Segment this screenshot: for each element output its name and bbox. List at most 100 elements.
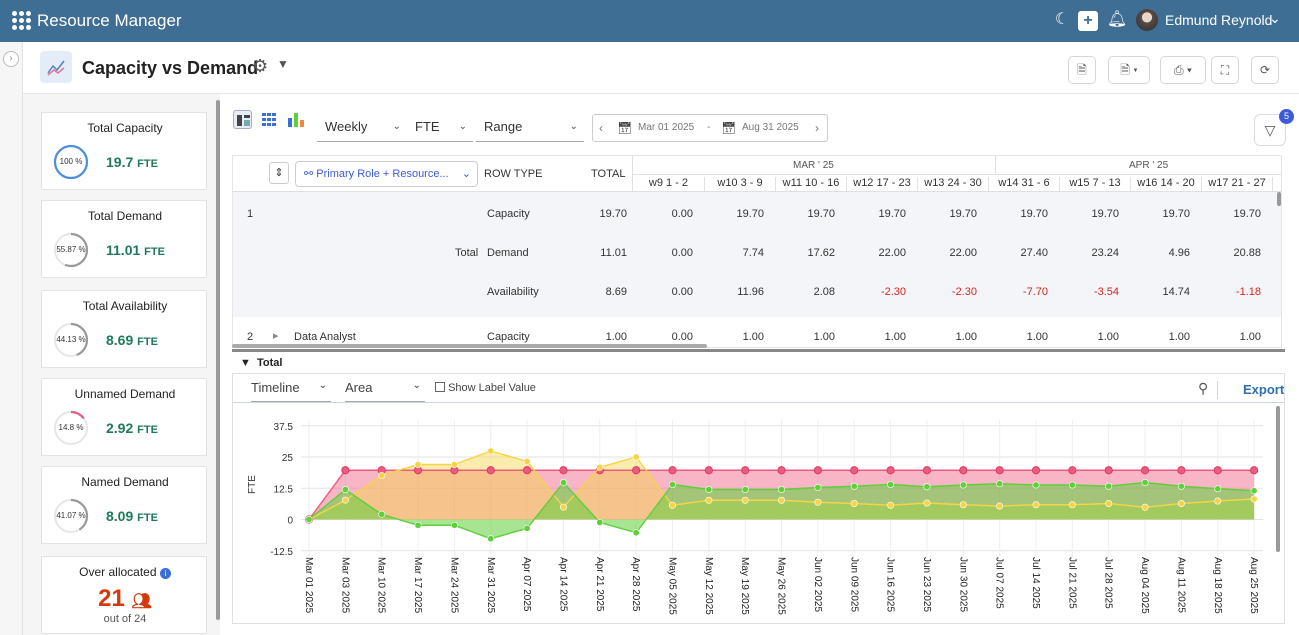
demand-point[interactable] [668, 501, 676, 509]
capacity-point[interactable] [1068, 466, 1077, 475]
availability-point[interactable] [596, 518, 604, 526]
grid-icon[interactable] [12, 11, 31, 30]
availability-point[interactable] [1105, 482, 1113, 490]
expand-row-icon[interactable]: ▸ [273, 330, 279, 342]
capacity-point[interactable] [704, 466, 713, 475]
availability-point[interactable] [1250, 487, 1258, 495]
fullscreen-button[interactable]: ⛶ [1211, 56, 1239, 84]
demand-point[interactable] [850, 500, 858, 508]
availability-point[interactable] [378, 510, 386, 518]
demand-point[interactable] [1214, 497, 1222, 505]
availability-point[interactable] [341, 486, 349, 494]
avatar[interactable] [1136, 9, 1158, 31]
capacity-point[interactable] [850, 466, 859, 475]
caret-down-icon[interactable]: ▼ [277, 57, 289, 71]
availability-point[interactable] [705, 486, 713, 494]
demand-point[interactable] [378, 471, 386, 479]
moon-icon[interactable]: ☾ [1054, 11, 1070, 28]
demand-point[interactable] [1032, 501, 1040, 509]
demand-point[interactable] [996, 502, 1004, 510]
availability-point[interactable] [450, 521, 458, 529]
capacity-point[interactable] [886, 466, 895, 475]
range-select[interactable]: Range ⌄ [476, 114, 584, 142]
capacity-point[interactable] [1213, 466, 1222, 475]
availability-point[interactable] [778, 486, 786, 494]
calendar-icon[interactable]: 📅︎ [617, 121, 633, 135]
date-to[interactable]: Aug 31 2025 [742, 122, 799, 133]
demand-point[interactable] [632, 453, 640, 461]
capacity-point[interactable] [341, 466, 350, 475]
capacity-point[interactable] [668, 466, 677, 475]
availability-point[interactable] [632, 529, 640, 537]
bar-chart-view-icon[interactable] [286, 110, 305, 129]
capacity-point[interactable] [1140, 466, 1150, 475]
date-from[interactable]: Mar 01 2025 [638, 122, 695, 133]
prev-arrow-icon[interactable]: ‹ [599, 121, 603, 135]
filter-button[interactable]: ▽ [1254, 114, 1286, 146]
availability-point[interactable] [487, 535, 495, 543]
export-button[interactable]: Export [1243, 382, 1285, 397]
chevron-down-icon[interactable]: ⌄ [1269, 10, 1281, 26]
availability-point[interactable] [1214, 485, 1222, 493]
demand-point[interactable] [1250, 495, 1258, 503]
panel-splitter[interactable] [232, 349, 1285, 352]
capacity-point[interactable] [777, 466, 786, 475]
capacity-point[interactable] [1177, 466, 1186, 475]
availability-point[interactable] [923, 483, 931, 491]
zoom-icon[interactable]: ⚲ [1198, 380, 1209, 396]
next-arrow-icon[interactable]: › [815, 121, 819, 135]
demand-point[interactable] [523, 457, 531, 465]
calendar-icon[interactable]: 📅︎ [721, 121, 737, 135]
demand-point[interactable] [559, 503, 567, 511]
capacity-point[interactable] [1031, 466, 1041, 475]
availability-point[interactable] [887, 481, 895, 489]
demand-point[interactable] [596, 463, 604, 471]
bell-icon[interactable]: 🔔︎ [1106, 11, 1128, 28]
availability-point[interactable] [523, 524, 531, 532]
capacity-point[interactable] [922, 466, 932, 475]
availability-point[interactable] [996, 480, 1004, 488]
demand-point[interactable] [1177, 500, 1185, 508]
availability-point[interactable] [1068, 481, 1076, 489]
table-v-scrollbar[interactable] [1277, 192, 1281, 206]
capacity-point[interactable] [1104, 466, 1113, 475]
availability-point[interactable] [559, 479, 567, 487]
demand-point[interactable] [959, 501, 967, 509]
capacity-point[interactable] [632, 466, 641, 475]
table-chart-view-icon[interactable] [233, 110, 252, 129]
availability-point[interactable] [668, 481, 676, 489]
demand-point[interactable] [414, 460, 422, 468]
sort-icon[interactable]: ⇕ [269, 162, 289, 184]
capacity-point[interactable] [995, 466, 1004, 475]
demand-point[interactable] [814, 498, 822, 506]
capacity-point[interactable] [523, 466, 532, 475]
availability-point[interactable] [850, 482, 858, 490]
availability-point[interactable] [959, 481, 967, 489]
availability-point[interactable] [414, 521, 422, 529]
info-icon[interactable]: i [159, 568, 171, 579]
demand-point[interactable] [778, 496, 786, 504]
unit-select[interactable]: FTE ⌄ [407, 114, 473, 142]
user-name[interactable]: Edmund Reynold [1165, 12, 1273, 28]
demand-point[interactable] [1068, 501, 1076, 509]
timeline-select[interactable]: Timeline ⌄ [251, 380, 331, 402]
demand-point[interactable] [487, 447, 495, 455]
show-label-checkbox[interactable]: Show Label Value [435, 382, 536, 394]
capacity-point[interactable] [741, 466, 750, 475]
sidebar-scrollbar[interactable] [216, 100, 220, 620]
expand-sidebar-button[interactable]: › [3, 51, 19, 67]
chart-type-select[interactable]: Area ⌄ [345, 380, 425, 402]
print-button[interactable]: ⎙ ▾ [1160, 56, 1206, 84]
demand-point[interactable] [705, 496, 713, 504]
availability-point[interactable] [1177, 482, 1185, 490]
availability-point[interactable] [1032, 481, 1040, 489]
document-button[interactable]: 🗎 [1068, 56, 1096, 84]
plus-icon[interactable]: + [1078, 11, 1098, 31]
availability-point[interactable] [305, 516, 313, 524]
capacity-point[interactable] [813, 466, 823, 475]
refresh-button[interactable]: ⟳ [1251, 56, 1279, 84]
section-toggle[interactable]: ▼ Total [240, 357, 283, 369]
availability-point[interactable] [1141, 479, 1149, 487]
capacity-point[interactable] [1250, 466, 1259, 475]
period-select[interactable]: Weekly ⌄ [317, 114, 407, 142]
